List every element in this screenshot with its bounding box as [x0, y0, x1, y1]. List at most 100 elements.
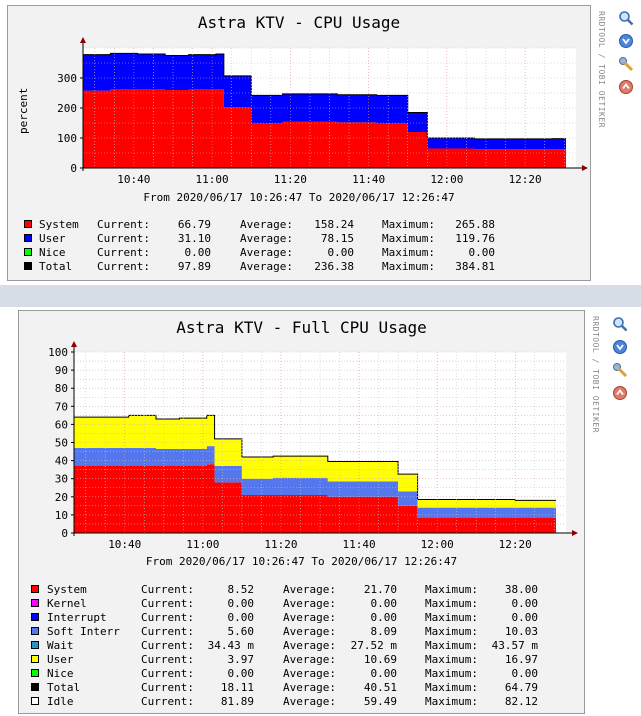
legend-maximum-label: Maximum: [425, 625, 478, 638]
legend-current-value: 5.60 [227, 625, 255, 638]
legend-current-label: Current: [141, 583, 194, 596]
legend-maximum-value: 384.81 [455, 260, 495, 273]
y-tick-label: 100 [57, 132, 77, 145]
legend-swatch [31, 585, 39, 593]
download-icon[interactable] [618, 33, 634, 49]
legend-average-label: Average: [283, 625, 336, 638]
zoom-icon[interactable] [612, 316, 628, 332]
legend-name: User [47, 653, 74, 666]
y-tick-label: 40 [55, 455, 68, 468]
x-axis-arrow [582, 165, 588, 171]
legend-average-label: Average: [283, 653, 336, 666]
legend-maximum-label: Maximum: [425, 583, 478, 596]
side-toolbar-bottom [612, 316, 630, 408]
up-icon[interactable] [618, 79, 634, 95]
series-area-user [74, 415, 556, 508]
up-icon[interactable] [612, 385, 628, 401]
y-tick-label: 60 [55, 418, 68, 431]
legend-name: Soft Interr [47, 625, 120, 638]
legend-average-value: 40.51 [363, 681, 397, 694]
legend-maximum-value: 64.79 [504, 681, 538, 694]
legend: System Current: 8.52 Average: 21.70 Maximum: 3… [31, 583, 551, 709]
legend-current-label: Current: [97, 246, 150, 259]
legend-current-value: 8.52 [227, 583, 255, 596]
legend-maximum-value: 82.12 [504, 695, 538, 708]
legend-row-nice: Nice Current: 0.00 Average: 0.00 Maximum: 0.00 [31, 667, 551, 681]
series-area-user [83, 53, 566, 150]
legend-swatch [31, 599, 39, 607]
legend-name: Total [39, 260, 73, 273]
legend: System Current: 66.79 Average: 158.24 Maximum… [24, 218, 504, 274]
legend-average-label: Average: [283, 667, 336, 680]
tools-icon[interactable] [618, 56, 634, 72]
legend-maximum-label: Maximum: [425, 597, 478, 610]
tools-icon[interactable] [612, 362, 628, 378]
legend-maximum-value: 38.00 [504, 583, 538, 596]
time-range-subtitle: From 2020/06/17 10:26:47 To 2020/06/17 1… [145, 555, 458, 568]
legend-average-value: 21.70 [363, 583, 397, 596]
legend-maximum-label: Maximum: [425, 681, 478, 694]
legend-row-total: Total Current: 18.11 Average: 40.51 Maximum: 6… [31, 681, 551, 695]
legend-swatch [24, 234, 32, 242]
separator-band [0, 285, 641, 307]
legend-current-label: Current: [141, 639, 194, 652]
legend-maximum-value: 16.97 [504, 653, 538, 666]
legend-name: Wait [47, 639, 74, 652]
legend-current-value: 0.00 [227, 667, 255, 680]
legend-current-label: Current: [141, 667, 194, 680]
legend-name: Interrupt [47, 611, 107, 624]
legend-name: Nice [47, 667, 74, 680]
side-toolbar-top [618, 10, 636, 102]
legend-average-value: 0.00 [370, 667, 398, 680]
y-tick-label: 10 [55, 509, 68, 522]
legend-row-interrupt: Interrupt Current: 0.00 Average: 0.00 Maximum… [31, 611, 551, 625]
legend-swatch [31, 641, 39, 649]
legend-current-value: 3.97 [227, 653, 255, 666]
zoom-icon[interactable] [618, 10, 634, 26]
legend-row-soft-interr: Soft Interr Current: 5.60 Average: 8.09 Maxim… [31, 625, 551, 639]
legend-current-value: 31.10 [177, 232, 211, 245]
legend-maximum-value: 119.76 [455, 232, 495, 245]
cpu-usage-chart: 0 100 200 300 10:40 11:00 11:20 11:40 12:00 12:20 [57, 37, 588, 186]
legend-average-label: Average: [283, 597, 336, 610]
legend-current-label: Current: [141, 695, 194, 708]
legend-row-kernel: Kernel Current: 0.00 Average: 0.00 Maximum: 0.… [31, 597, 551, 611]
series-area-system [83, 89, 566, 168]
x-tick-label: 11:40 [352, 173, 385, 186]
chart-title: Astra KTV - Full CPU Usage [176, 318, 427, 337]
x-tick-label: 12:20 [509, 173, 542, 186]
series-area-soft-interr [74, 446, 556, 518]
legend-average-label: Average: [240, 218, 293, 231]
legend-name: User [39, 232, 66, 245]
full-cpu-usage-panel: Astra KTV - Full CPU Usage RRDTOOL / TOB… [18, 310, 600, 714]
legend-name: System [47, 583, 87, 596]
legend-current-value: 0.00 [227, 611, 255, 624]
total-line [83, 52, 566, 140]
legend-maximum-label: Maximum: [382, 260, 435, 273]
legend-swatch [24, 262, 32, 270]
x-tick-label: 11:20 [264, 538, 297, 551]
legend-swatch [31, 627, 39, 635]
rrdtool-watermark: RRDTOOL / TOBI OETIKER [597, 11, 606, 128]
legend-maximum-label: Maximum: [425, 695, 478, 708]
legend-average-value: 0.00 [370, 611, 398, 624]
y-tick-label: 30 [55, 473, 68, 486]
legend-average-label: Average: [240, 246, 293, 259]
legend-average-label: Average: [283, 611, 336, 624]
legend-maximum-label: Maximum: [425, 611, 478, 624]
legend-current-label: Current: [141, 597, 194, 610]
legend-row-nice: Nice Current: 0.00 Average: 0.00 Maximum: 0.00 [24, 246, 504, 260]
download-icon[interactable] [612, 339, 628, 355]
legend-average-label: Average: [283, 639, 336, 652]
y-axis-arrow [71, 341, 77, 347]
y-tick-label: 300 [57, 72, 77, 85]
x-tick-label: 10:40 [108, 538, 141, 551]
legend-current-label: Current: [141, 681, 194, 694]
legend-average-label: Average: [283, 681, 336, 694]
legend-row-system: System Current: 66.79 Average: 158.24 Maximum… [24, 218, 504, 232]
legend-row-system: System Current: 8.52 Average: 21.70 Maximum: 3… [31, 583, 551, 597]
legend-maximum-label: Maximum: [425, 667, 478, 680]
y-tick-label: 70 [55, 400, 68, 413]
time-range-subtitle: From 2020/06/17 10:26:47 To 2020/06/17 1… [143, 191, 455, 204]
